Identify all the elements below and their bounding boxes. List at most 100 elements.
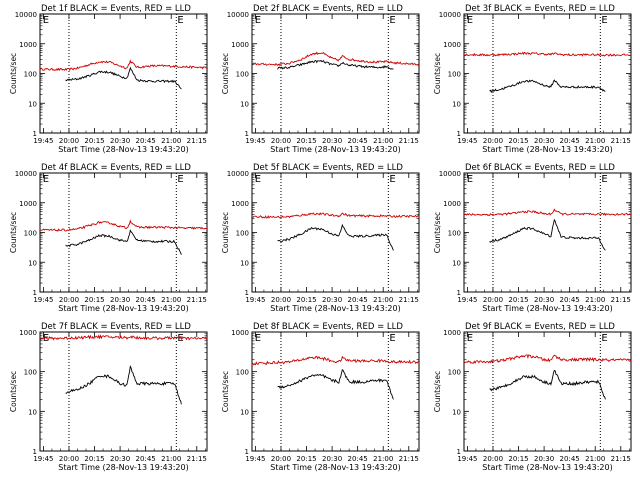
chart-2-event-marker: E (255, 15, 261, 26)
chart-2-event-marker: E (389, 15, 395, 26)
chart-7-plot-frame (39, 331, 208, 452)
chart-3-plot-frame (463, 13, 632, 134)
chart-9-title: Det 9f BLACK = Events, RED = LLD (465, 322, 615, 332)
chart-2-xtick-label: 21:15 (399, 137, 419, 145)
chart-7-xtick-label: 19:45 (33, 455, 53, 463)
chart-4-xtick-label: 21:00 (161, 296, 181, 304)
chart-4-xtick-label: 20:30 (110, 296, 130, 304)
chart-6-xtick-label: 21:15 (611, 296, 631, 304)
chart-4-event-marker: E (43, 174, 49, 185)
chart-4-xtick-label: 20:45 (136, 296, 156, 304)
chart-7-xtick-label: 21:00 (161, 455, 181, 463)
chart-2-ytick-label: 10000 (227, 11, 249, 19)
chart-5-event-marker: E (389, 174, 395, 185)
chart-5-event-marker: E (255, 174, 261, 185)
chart-5-xtick-label: 21:00 (373, 296, 393, 304)
chart-4-ytick-label: 10 (28, 259, 37, 267)
chart-9-ylabel: Counts/sec (433, 371, 442, 412)
chart-2-xtick-label: 19:45 (245, 137, 265, 145)
chart-3-xlabel: Start Time (28-Nov-13 19:43:20) (482, 145, 612, 154)
chart-9-series-lld-red (463, 354, 632, 365)
chart-5-xtick-label: 20:00 (271, 296, 291, 304)
chart-3-xtick-label: 21:15 (611, 137, 631, 145)
chart-6-ytick-label: 1 (457, 289, 461, 297)
chart-3-xtick-label: 20:15 (508, 137, 528, 145)
chart-4-ytick-label: 1000 (19, 200, 37, 208)
chart-9-xlabel: Start Time (28-Nov-13 19:43:20) (482, 463, 612, 472)
chart-8-ytick-label: 1000 (231, 329, 249, 337)
chart-1-xtick-label: 20:15 (84, 137, 104, 145)
chart-2-xlabel: Start Time (28-Nov-13 19:43:20) (270, 145, 400, 154)
chart-3-ytick-label: 10000 (439, 11, 461, 19)
chart-5-xtick-label: 20:15 (296, 296, 316, 304)
chart-8-series-events-black (277, 369, 394, 400)
chart-1-xtick-label: 20:30 (110, 137, 130, 145)
chart-2-ytick-label: 1000 (231, 41, 249, 49)
chart-2-series-lld-red (251, 51, 420, 67)
chart-3-ytick-label: 100 (448, 71, 461, 79)
chart-9-xtick-label: 20:00 (483, 455, 503, 463)
chart-2-series-events-black (277, 59, 394, 70)
chart-8-ylabel: Counts/sec (221, 371, 230, 412)
chart-2-xtick-label: 20:30 (322, 137, 342, 145)
chart-1-ytick-label: 1000 (19, 41, 37, 49)
chart-6-ytick-label: 10 (452, 259, 461, 267)
chart-9-xtick-label: 20:45 (560, 455, 580, 463)
chart-4-ytick-label: 10000 (15, 170, 37, 178)
chart-6-xtick-label: 20:45 (560, 296, 580, 304)
chart-8-ytick-label: 10 (240, 408, 249, 416)
chart-9-plot-frame (463, 331, 632, 452)
chart-1-plot-frame (39, 13, 208, 134)
chart-5-series-lld-red (251, 212, 420, 219)
chart-7-xlabel: Start Time (28-Nov-13 19:43:20) (58, 463, 188, 472)
chart-8-xtick-label: 21:15 (399, 455, 419, 463)
chart-6-series-events-black (489, 218, 606, 251)
chart-5-series-events-black (277, 223, 394, 251)
chart-1-ytick-label: 10 (28, 100, 37, 108)
chart-6-event-marker: E (467, 174, 473, 185)
chart-4-xtick-label: 19:45 (33, 296, 53, 304)
chart-9-xtick-label: 21:15 (611, 455, 631, 463)
chart-5-plot-frame (251, 172, 420, 293)
chart-8-xtick-label: 19:45 (245, 455, 265, 463)
chart-1-series-events-black (65, 66, 182, 90)
chart-7-series-events-black (65, 364, 182, 405)
chart-2-ytick-label: 1 (245, 130, 249, 138)
chart-2-xtick-label: 20:00 (271, 137, 291, 145)
chart-4-series-lld-red (39, 219, 208, 232)
chart-4-xtick-label: 20:00 (59, 296, 79, 304)
chart-9-series-events-black (489, 369, 606, 400)
chart-3-ytick-label: 10 (452, 100, 461, 108)
chart-6-xtick-label: 20:00 (483, 296, 503, 304)
chart-6-series-lld-red (463, 208, 632, 217)
chart-3-title: Det 3f BLACK = Events, RED = LLD (465, 4, 615, 14)
chart-7-ytick-label: 10 (28, 408, 37, 416)
chart-1-ylabel: Counts/sec (9, 53, 18, 94)
chart-3-event-marker: E (601, 15, 607, 26)
chart-9-xtick-label: 19:45 (457, 455, 477, 463)
chart-6-title: Det 6f BLACK = Events, RED = LLD (465, 163, 615, 173)
chart-5-xtick-label: 20:45 (348, 296, 368, 304)
chart-4-series-events-black (65, 229, 182, 255)
chart-7-ytick-label: 1000 (19, 329, 37, 337)
chart-6-event-marker: E (601, 174, 607, 185)
chart-6-xtick-label: 20:30 (534, 296, 554, 304)
chart-1-ytick-label: 100 (24, 71, 37, 79)
chart-8-ytick-label: 100 (236, 369, 249, 377)
chart-3-xtick-label: 20:30 (534, 137, 554, 145)
chart-1-xtick-label: 20:45 (136, 137, 156, 145)
chart-2-xtick-label: 20:15 (296, 137, 316, 145)
chart-4-plot-frame (39, 172, 208, 293)
chart-7-title: Det 7f BLACK = Events, RED = LLD (41, 322, 191, 332)
chart-1-event-marker: E (177, 15, 183, 26)
chart-9-ytick-label: 10 (452, 408, 461, 416)
chart-4-xlabel: Start Time (28-Nov-13 19:43:20) (58, 304, 188, 313)
chart-5-xtick-label: 19:45 (245, 296, 265, 304)
chart-8-event-marker: E (255, 333, 261, 344)
chart-7-xtick-label: 20:00 (59, 455, 79, 463)
chart-9-xtick-label: 21:00 (585, 455, 605, 463)
chart-4-xtick-label: 21:15 (187, 296, 207, 304)
chart-8-xlabel: Start Time (28-Nov-13 19:43:20) (270, 463, 400, 472)
chart-2-plot-frame (251, 13, 420, 134)
chart-8-xtick-label: 21:00 (373, 455, 393, 463)
